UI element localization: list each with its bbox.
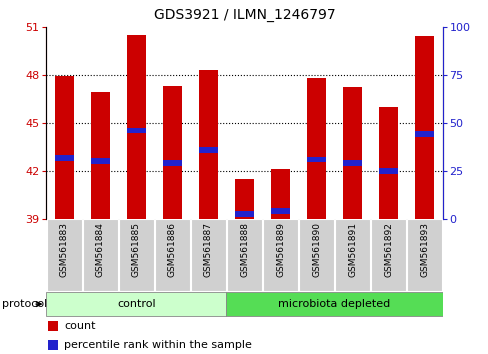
- Bar: [155, 219, 189, 291]
- Text: GSM561889: GSM561889: [275, 222, 285, 277]
- Text: percentile rank within the sample: percentile rank within the sample: [64, 340, 252, 350]
- Bar: [378, 107, 398, 219]
- Bar: [55, 155, 74, 161]
- Bar: [90, 158, 110, 164]
- Bar: [55, 76, 74, 219]
- Text: GDS3921 / ILMN_1246797: GDS3921 / ILMN_1246797: [153, 8, 335, 22]
- Text: count: count: [64, 321, 96, 331]
- Bar: [90, 92, 110, 219]
- Text: GSM561887: GSM561887: [203, 222, 213, 277]
- Text: control: control: [117, 299, 156, 309]
- Bar: [119, 219, 153, 291]
- Bar: [48, 340, 58, 350]
- Bar: [227, 219, 261, 291]
- Bar: [407, 219, 441, 291]
- Bar: [83, 219, 118, 291]
- Text: microbiota depleted: microbiota depleted: [278, 299, 390, 309]
- Bar: [342, 87, 362, 219]
- Bar: [47, 219, 81, 291]
- Bar: [378, 168, 398, 173]
- Text: GSM561891: GSM561891: [347, 222, 356, 277]
- Text: GSM561888: GSM561888: [240, 222, 248, 277]
- Bar: [299, 219, 333, 291]
- Bar: [191, 219, 225, 291]
- Bar: [234, 211, 254, 217]
- Bar: [370, 219, 405, 291]
- Text: GSM561886: GSM561886: [168, 222, 177, 277]
- Text: protocol: protocol: [2, 299, 48, 309]
- Text: GSM561884: GSM561884: [96, 222, 105, 276]
- Bar: [342, 160, 362, 166]
- Bar: [234, 179, 254, 219]
- Bar: [126, 128, 146, 133]
- Text: GSM561883: GSM561883: [60, 222, 69, 277]
- Text: GSM561890: GSM561890: [311, 222, 320, 277]
- Bar: [414, 131, 433, 137]
- Bar: [226, 292, 442, 316]
- Text: GSM561885: GSM561885: [132, 222, 141, 277]
- Bar: [198, 147, 218, 153]
- Bar: [414, 36, 433, 219]
- Bar: [46, 292, 226, 316]
- Bar: [263, 219, 297, 291]
- Bar: [306, 157, 326, 162]
- Bar: [162, 160, 182, 166]
- Bar: [306, 78, 326, 219]
- Bar: [335, 219, 369, 291]
- Bar: [126, 35, 146, 219]
- Bar: [198, 70, 218, 219]
- Bar: [48, 321, 58, 331]
- Text: GSM561893: GSM561893: [419, 222, 428, 277]
- Text: GSM561892: GSM561892: [383, 222, 392, 276]
- Bar: [270, 169, 290, 219]
- Bar: [270, 208, 290, 213]
- Bar: [162, 86, 182, 219]
